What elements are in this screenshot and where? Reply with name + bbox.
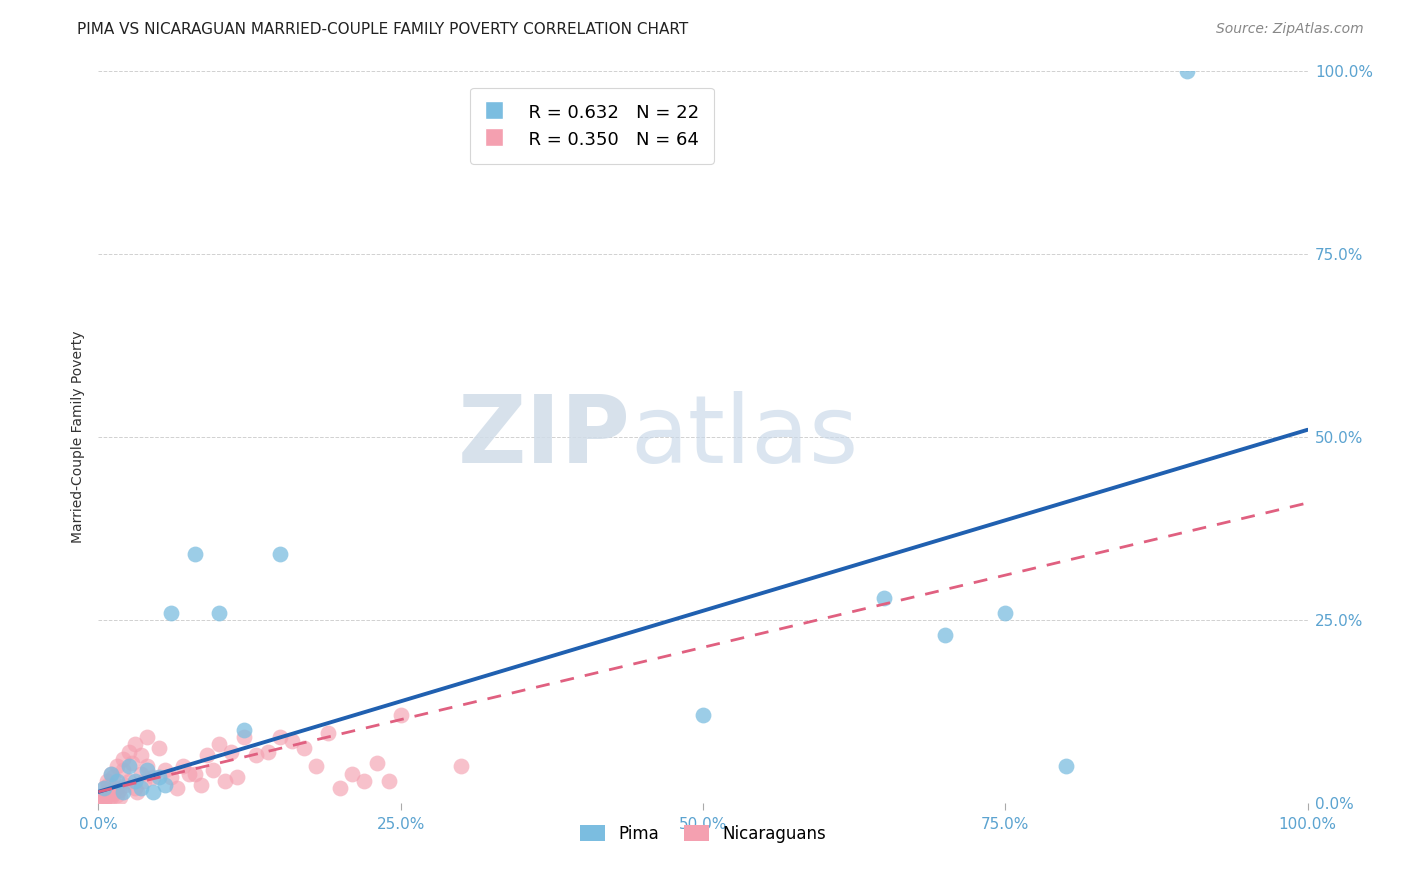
Y-axis label: Married-Couple Family Poverty: Married-Couple Family Poverty [72, 331, 86, 543]
Point [353, 773, 375, 788]
Point [93, 794, 115, 808]
Point [184, 547, 207, 561]
Point [129, 748, 152, 763]
Text: ZIP: ZIP [457, 391, 630, 483]
Point [202, 763, 225, 777]
Point [142, 785, 165, 799]
Point [994, 606, 1017, 620]
Text: PIMA VS NICARAGUAN MARRIED-COUPLE FAMILY POVERTY CORRELATION CHART: PIMA VS NICARAGUAN MARRIED-COUPLE FAMILY… [77, 22, 689, 37]
Point [305, 759, 328, 773]
Point [129, 781, 152, 796]
Point [129, 766, 152, 780]
Point [124, 781, 146, 796]
Point [97, 778, 120, 792]
Point [160, 770, 183, 784]
Point [105, 759, 128, 773]
Point [142, 770, 165, 784]
Point [166, 781, 188, 796]
Point [329, 781, 352, 796]
Point [101, 787, 124, 801]
Point [934, 627, 956, 641]
Point [135, 730, 157, 744]
Point [692, 708, 714, 723]
Point [148, 740, 170, 755]
Legend: Pima, Nicaraguans: Pima, Nicaraguans [574, 818, 832, 849]
Point [96, 773, 118, 788]
Point [134, 773, 156, 788]
Point [292, 740, 315, 755]
Text: Source: ZipAtlas.com: Source: ZipAtlas.com [1216, 22, 1364, 37]
Point [121, 756, 143, 770]
Point [124, 773, 146, 788]
Point [342, 766, 364, 780]
Point [100, 778, 122, 792]
Point [208, 737, 231, 751]
Point [114, 778, 136, 792]
Point [111, 785, 134, 799]
Point [1054, 759, 1077, 773]
Point [108, 782, 131, 797]
Point [101, 770, 124, 784]
Point [105, 789, 128, 803]
Point [91, 789, 114, 804]
Point [1175, 64, 1198, 78]
Point [105, 781, 128, 796]
Point [389, 708, 412, 723]
Point [269, 730, 291, 744]
Point [226, 770, 249, 784]
Point [316, 726, 339, 740]
Point [377, 773, 399, 788]
Point [124, 737, 146, 751]
Point [160, 606, 183, 620]
Point [256, 745, 278, 759]
Point [127, 785, 149, 799]
Point [232, 723, 254, 737]
Point [100, 789, 122, 804]
Point [195, 748, 218, 763]
Point [208, 606, 231, 620]
Point [118, 773, 141, 788]
Point [100, 766, 122, 780]
Point [184, 766, 207, 780]
Point [153, 763, 176, 777]
Point [97, 792, 120, 806]
Point [281, 733, 304, 747]
Point [269, 547, 291, 561]
Point [366, 756, 388, 770]
Point [90, 792, 112, 806]
Point [450, 759, 472, 773]
Point [135, 759, 157, 773]
Point [118, 759, 141, 773]
Point [98, 789, 121, 803]
Point [105, 773, 128, 788]
Point [190, 778, 212, 792]
Point [111, 752, 134, 766]
Point [245, 748, 267, 763]
Text: atlas: atlas [630, 391, 859, 483]
Point [108, 789, 131, 804]
Point [179, 766, 201, 780]
Point [93, 781, 115, 796]
Point [153, 778, 176, 792]
Point [135, 763, 157, 777]
Point [873, 591, 896, 605]
Point [94, 785, 117, 799]
Point [214, 773, 236, 788]
Point [232, 730, 254, 744]
Point [100, 766, 122, 780]
Point [221, 745, 243, 759]
Point [111, 763, 134, 777]
Point [118, 745, 141, 759]
Point [172, 759, 194, 773]
Point [148, 770, 170, 784]
Point [91, 789, 114, 803]
Point [93, 781, 115, 796]
